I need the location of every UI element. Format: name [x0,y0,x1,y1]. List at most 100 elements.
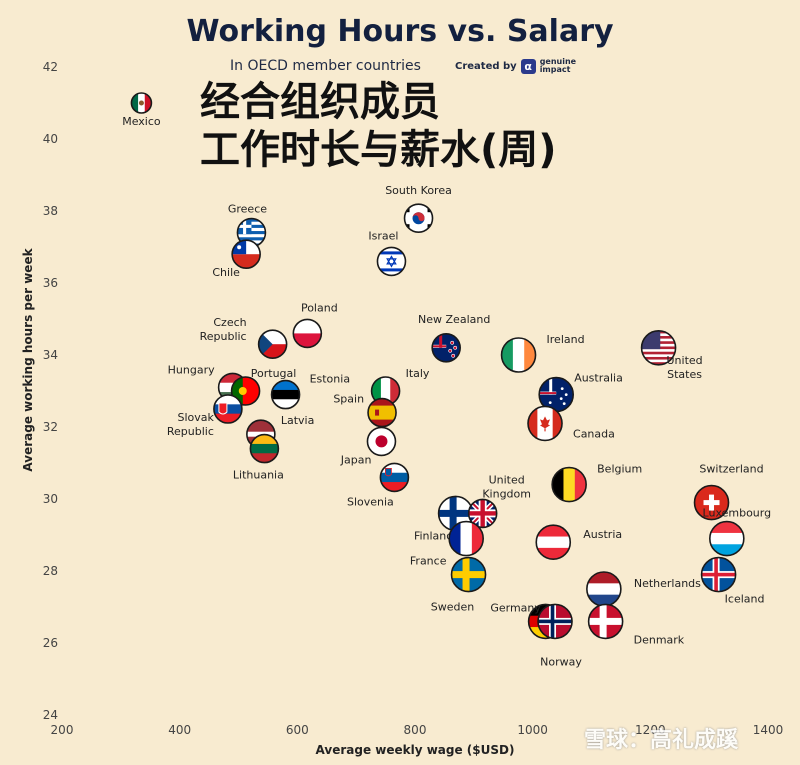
point-newzealand [431,332,461,363]
point-marker [213,394,243,424]
point-label: Luxembourg [703,507,772,520]
x-tick-label: 800 [404,723,427,737]
point-japan [366,426,397,457]
newzealand-flag-icon [432,333,461,362]
point-lithuania [249,433,280,464]
point-marker [431,332,461,363]
y-tick-label: 42 [43,60,58,74]
x-tick-label: 200 [51,723,74,737]
y-tick-label: 30 [43,492,58,506]
point-label: France [410,555,447,568]
chart-title: Working Hours vs. Salary [186,14,614,49]
point-netherlands [586,571,622,607]
point-label: Finland [414,529,453,542]
point-label: Latvia [281,414,315,427]
point-label: Switzerland [699,463,763,476]
point-label: Norway [540,655,582,668]
point-denmark [587,603,624,640]
point-portugal [230,376,261,406]
point-canada [527,405,563,442]
point-label: Chile [212,266,240,279]
italy-flag-icon [371,377,400,405]
point-poland [292,318,323,349]
credit-prefix: Created by [455,60,517,72]
point-label: Czech Republic [200,316,247,343]
point-label: Slovak Republic [167,411,215,438]
point-label: Portugal [251,367,297,380]
point-label: Austria [583,528,622,541]
australia-flag-icon [539,377,574,412]
point-label: Slovenia [347,495,394,508]
point-marker [367,397,397,428]
point-label: United Kingdom [482,473,531,500]
point-sweden [450,556,487,593]
x-axis-label: Average weekly wage ($USD) [316,743,515,757]
point-marker [292,318,323,349]
point-marker [366,426,397,457]
slovenia-flag-icon [380,463,409,492]
belgium-flag-icon [552,467,587,502]
portugal-flag-icon [231,377,260,405]
y-tick-label: 26 [43,636,58,650]
netherlands-flag-icon [586,572,621,606]
point-marker [448,520,484,557]
point-label: Australia [574,372,623,385]
point-mexico [130,92,153,114]
point-iceland [700,556,737,593]
chile-flag-icon [232,240,261,269]
x-tick-label: 600 [286,723,309,737]
poland-flag-icon [293,319,322,348]
point-usa [640,329,677,366]
point-austria [535,524,572,561]
chinese-title: 经合组织成员 工作时长与薪水(周) [200,78,557,174]
point-label: Japan [340,453,372,466]
point-label: South Korea [385,184,452,197]
y-tick-label: 34 [43,348,58,362]
point-label: United States [666,354,702,381]
chart-subtitle: In OECD member countries [230,58,421,74]
credit: Created by α genuine impact [455,57,577,74]
point-label: Mexico [122,115,161,128]
point-label: Denmark [634,633,685,646]
point-spain [367,397,397,428]
point-label: Netherlands [634,577,701,590]
point-label: Spain [333,393,364,406]
point-label: Sweden [431,601,474,614]
point-slovakia [213,394,243,424]
point-chile [231,239,261,269]
slovakia-flag-icon [213,395,242,423]
point-marker [551,466,587,503]
uk-flag-icon [468,499,497,528]
point-label: Hungary [168,363,215,376]
point-switzerland [693,484,730,521]
chinese-title-line2: 工作时长与薪水(周) [200,127,557,173]
point-marker [231,239,261,269]
point-france [448,520,484,557]
x-tick-label: 400 [168,723,191,737]
point-marker [527,405,563,442]
point-marker [537,603,573,640]
point-marker [693,484,730,521]
point-marker [700,556,737,593]
point-marker [130,92,153,114]
usa-flag-icon [641,330,676,365]
y-tick-label: 28 [43,564,58,578]
y-tick-label: 38 [43,204,58,218]
point-marker [270,379,301,410]
point-marker [230,376,261,406]
point-southkorea [403,203,434,233]
point-marker [587,603,624,640]
point-marker [500,337,537,373]
point-label: Belgium [597,463,642,476]
point-marker [640,329,677,366]
point-marker [403,203,434,233]
point-label: Canada [573,427,615,440]
y-tick-label: 32 [43,420,58,434]
credit-brand: genuine impact [539,57,577,74]
ireland-flag-icon [501,338,536,372]
denmark-flag-icon [588,604,623,639]
point-label: Estonia [310,373,351,386]
canada-flag-icon [528,406,563,441]
point-label: Germany [490,601,541,614]
